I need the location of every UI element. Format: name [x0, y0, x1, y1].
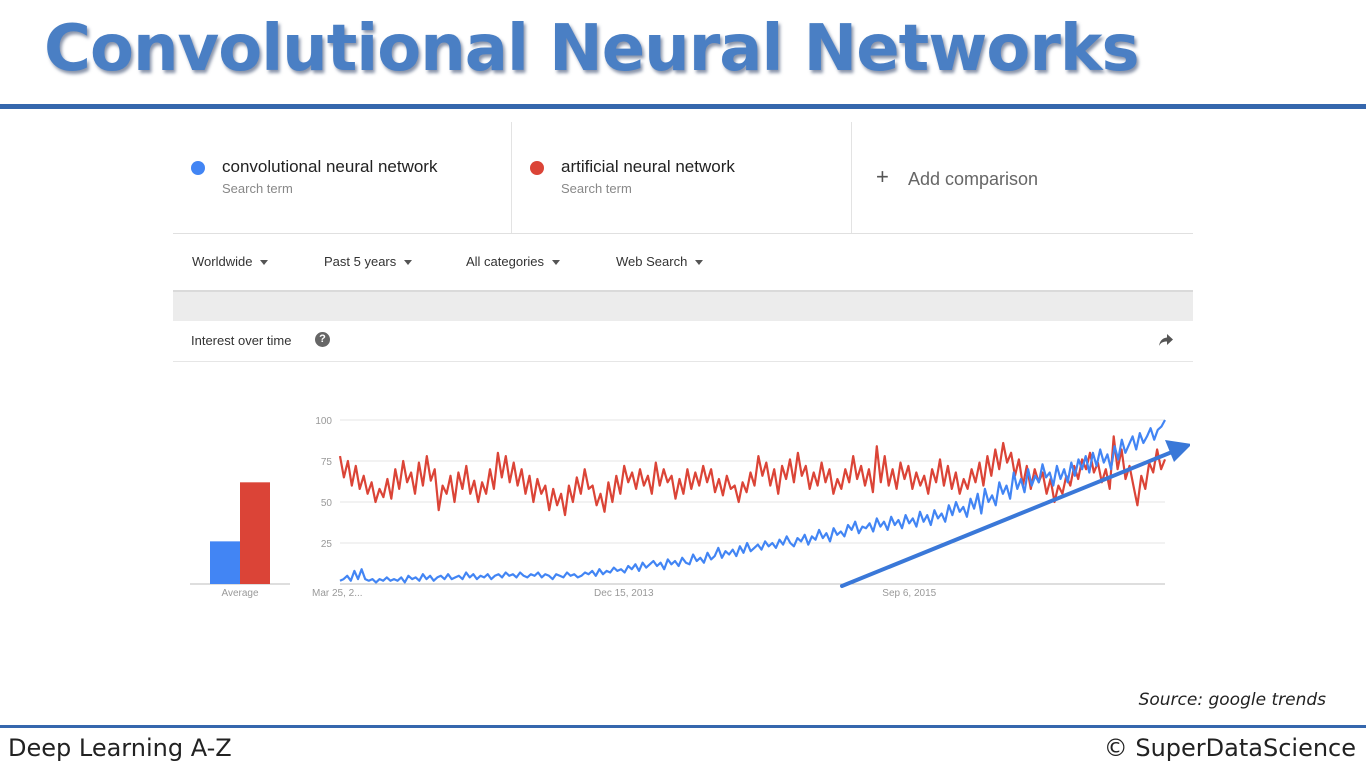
grey-band: [173, 290, 1193, 321]
x-tick-label: Mar 25, 2...: [312, 588, 363, 599]
term-name: convolutional neural network: [222, 157, 438, 176]
plus-icon: +: [876, 164, 889, 189]
y-tick-label: 100: [315, 416, 332, 427]
y-tick-label: 50: [321, 498, 333, 509]
trend-arrow-head: [1165, 440, 1190, 462]
filter-label: Past 5 years: [324, 254, 397, 269]
divider: [173, 233, 1193, 234]
interest-over-time-chart: 100 75 50 25 Average Mar 25, 2... Dec 15, 20…: [190, 416, 1190, 599]
term-card-artificial[interactable]: artificial neural network Search term: [512, 122, 852, 234]
filter-bar: Worldwide Past 5 years All categories We…: [173, 234, 1193, 290]
slide-title: Convolutional Neural Networks: [44, 12, 1140, 86]
series-dot-red: [530, 161, 544, 175]
trend-arrow-line: [840, 450, 1174, 588]
filter-label: Worldwide: [192, 254, 253, 269]
term-subtitle: Search term: [561, 181, 632, 196]
series-dot-blue: [191, 161, 205, 175]
footer-course-name: Deep Learning A-Z: [8, 734, 232, 762]
share-arrow-icon[interactable]: [1158, 333, 1174, 352]
average-bar: [240, 482, 270, 584]
footer-divider: [0, 725, 1366, 728]
add-comparison-label: Add comparison: [908, 169, 1039, 189]
average-bar: [210, 541, 240, 584]
filter-time-range[interactable]: Past 5 years: [324, 254, 413, 269]
filter-label: Web Search: [616, 254, 688, 269]
caret-down-icon: [260, 260, 269, 266]
caret-down-icon: [552, 260, 561, 266]
filter-category[interactable]: All categories: [466, 254, 561, 269]
title-divider: [0, 104, 1366, 109]
term-card-convolutional[interactable]: convolutional neural network Search term: [173, 122, 512, 234]
y-tick-label: 75: [321, 457, 333, 468]
footer-copyright: © SuperDataScience: [1103, 734, 1356, 762]
source-note: Source: google trends: [1138, 690, 1326, 710]
filter-region[interactable]: Worldwide: [192, 254, 269, 269]
average-label: Average: [221, 588, 259, 599]
interest-over-time-header: Interest over time ?: [173, 321, 1193, 362]
term-name: artificial neural network: [561, 157, 735, 176]
x-tick-label: Sep 6, 2015: [882, 588, 936, 599]
filter-label: All categories: [466, 254, 545, 269]
add-comparison-button[interactable]: + Add comparison: [852, 122, 1192, 234]
caret-down-icon: [404, 260, 413, 266]
x-tick-label: Dec 15, 2013: [594, 588, 654, 599]
caret-down-icon: [695, 260, 704, 266]
filter-search-type[interactable]: Web Search: [616, 254, 704, 269]
y-tick-label: 25: [321, 539, 333, 550]
interest-over-time-title: Interest over time: [191, 333, 292, 348]
search-terms-bar: convolutional neural network Search term…: [173, 122, 1193, 234]
series-line: [339, 419, 1166, 584]
help-icon[interactable]: ?: [315, 332, 330, 347]
term-subtitle: Search term: [222, 181, 293, 196]
